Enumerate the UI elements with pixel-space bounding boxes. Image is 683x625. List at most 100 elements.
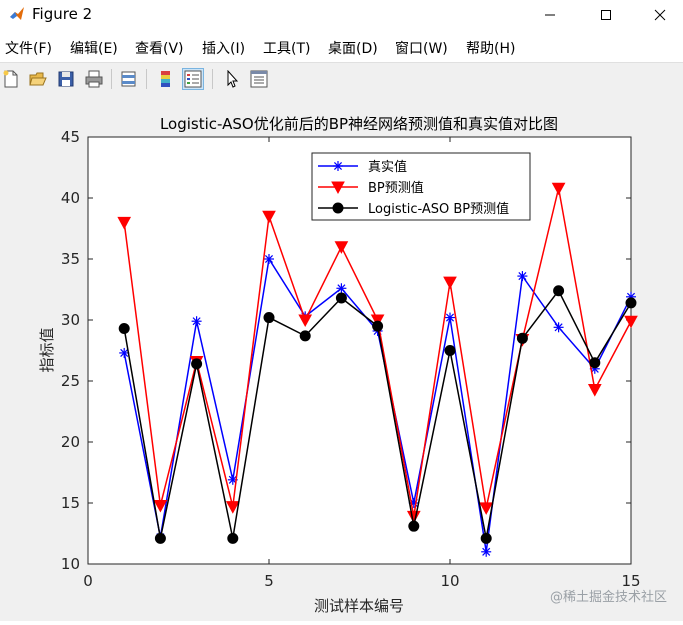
legend[interactable]: 真实值 BP预测值 Logistic-ASO BP预测值 [311, 152, 531, 221]
data-point [625, 297, 637, 309]
link-plot-button[interactable] [118, 68, 140, 90]
close-icon [654, 9, 666, 21]
property-inspector-icon [250, 70, 268, 88]
y-axis-label: 指标值 [38, 327, 56, 372]
data-point [479, 502, 494, 515]
chart-title: Logistic-ASO优化前后的BP神经网络预测值和真实值对比图 [160, 115, 558, 133]
close-button[interactable] [637, 0, 683, 30]
x-tick-label: 0 [83, 572, 93, 590]
print-button[interactable] [83, 68, 105, 90]
data-point [335, 292, 347, 304]
minimize-button[interactable] [527, 0, 573, 30]
save-icon [58, 71, 74, 87]
menu-desktop[interactable]: 桌面(D) [328, 41, 378, 57]
data-point [372, 320, 384, 332]
save-button[interactable] [55, 68, 77, 90]
data-point [227, 532, 239, 544]
data-point [444, 345, 456, 356]
legend-icon [184, 70, 202, 88]
data-point [445, 312, 455, 323]
property-inspector-button[interactable] [248, 68, 270, 90]
x-axis-label: 测试样本编号 [314, 597, 404, 615]
legend-entry-1: 真实值 [368, 159, 407, 175]
data-point [336, 283, 347, 294]
colorbar-button[interactable] [155, 68, 177, 90]
menu-tools[interactable]: 工具(T) [263, 41, 311, 57]
matlab-logo-icon [10, 7, 24, 20]
x-tick-label: 15 [621, 572, 640, 590]
print-icon [85, 70, 103, 88]
chart[interactable]: Logistic-ASO优化前后的BP神经网络预测值和真实值对比图 测试样本编号… [0, 95, 683, 621]
data-point [154, 532, 166, 544]
x-tick-label: 5 [264, 572, 274, 590]
y-tick-label: 35 [61, 250, 80, 268]
watermark: @稀土掘金技术社区 [549, 590, 667, 605]
menu-window[interactable]: 窗口(W) [395, 41, 448, 57]
data-point [551, 182, 566, 196]
new-figure-icon [3, 70, 18, 88]
data-point [191, 358, 203, 370]
menu-edit[interactable]: 编辑(E) [70, 41, 118, 57]
data-point [553, 322, 564, 333]
data-point [262, 210, 276, 224]
maximize-button[interactable] [583, 0, 629, 30]
menu-insert[interactable]: 插入(I) [202, 41, 246, 57]
data-point [299, 330, 311, 342]
data-point [481, 546, 492, 557]
open-file-icon [29, 72, 47, 86]
legend-button[interactable] [182, 68, 204, 90]
minimize-icon [545, 14, 555, 16]
legend-entry-3: Logistic-ASO BP预测值 [368, 201, 509, 217]
legend-marker [332, 202, 344, 214]
y-tick-label: 20 [61, 433, 80, 451]
data-point [480, 532, 492, 544]
data-point [119, 347, 130, 358]
data-point [624, 315, 638, 329]
y-tick-label: 10 [61, 555, 80, 573]
data-point [264, 254, 274, 264]
menu-file[interactable]: 文件(F) [5, 41, 52, 57]
data-point [370, 314, 385, 328]
data-point [443, 276, 457, 290]
toolbar-separator [212, 69, 213, 89]
x-tick-label: 10 [440, 572, 459, 590]
edit-plot-button[interactable] [221, 68, 243, 90]
data-point [589, 357, 601, 369]
new-figure-button[interactable] [0, 68, 22, 90]
data-point [263, 312, 275, 324]
y-tick-label: 30 [61, 311, 80, 329]
data-point [298, 314, 313, 328]
figure-toolbar [0, 62, 683, 96]
legend-marker [333, 161, 343, 171]
data-point [225, 501, 240, 514]
data-point [553, 285, 565, 297]
edit-plot-arrow-icon [227, 70, 239, 88]
y-tick-label: 45 [61, 128, 80, 146]
open-file-button[interactable] [27, 68, 49, 90]
data-point [153, 499, 168, 513]
data-point [118, 323, 130, 335]
maximize-icon [601, 10, 611, 20]
window-title: Figure 2 [32, 5, 93, 23]
figure-canvas: Logistic-ASO优化前后的BP神经网络预测值和真实值对比图 测试样本编号… [0, 95, 683, 621]
legend-marker [331, 181, 345, 195]
toolbar-separator [146, 69, 147, 89]
menu-view[interactable]: 查看(V) [135, 41, 184, 57]
menu-help[interactable]: 帮助(H) [466, 41, 516, 57]
legend-entry-2: BP预测值 [368, 180, 424, 196]
data-point [587, 384, 602, 397]
data-point [117, 216, 132, 230]
data-point [408, 520, 420, 532]
menu-bar: 文件(F) 编辑(E) 查看(V) 插入(I) 工具(T) 桌面(D) 窗口(W… [0, 36, 683, 60]
y-tick-label: 15 [61, 494, 80, 512]
data-point [517, 271, 528, 282]
data-point [334, 241, 349, 254]
data-point [191, 316, 202, 327]
colorbar-icon [161, 71, 170, 87]
toolbar-separator [111, 69, 112, 89]
y-tick-label: 40 [61, 189, 80, 207]
y-tick-label: 25 [61, 372, 80, 390]
link-plot-icon [121, 71, 136, 87]
data-point [516, 332, 528, 344]
title-bar: Figure 2 [0, 0, 683, 30]
